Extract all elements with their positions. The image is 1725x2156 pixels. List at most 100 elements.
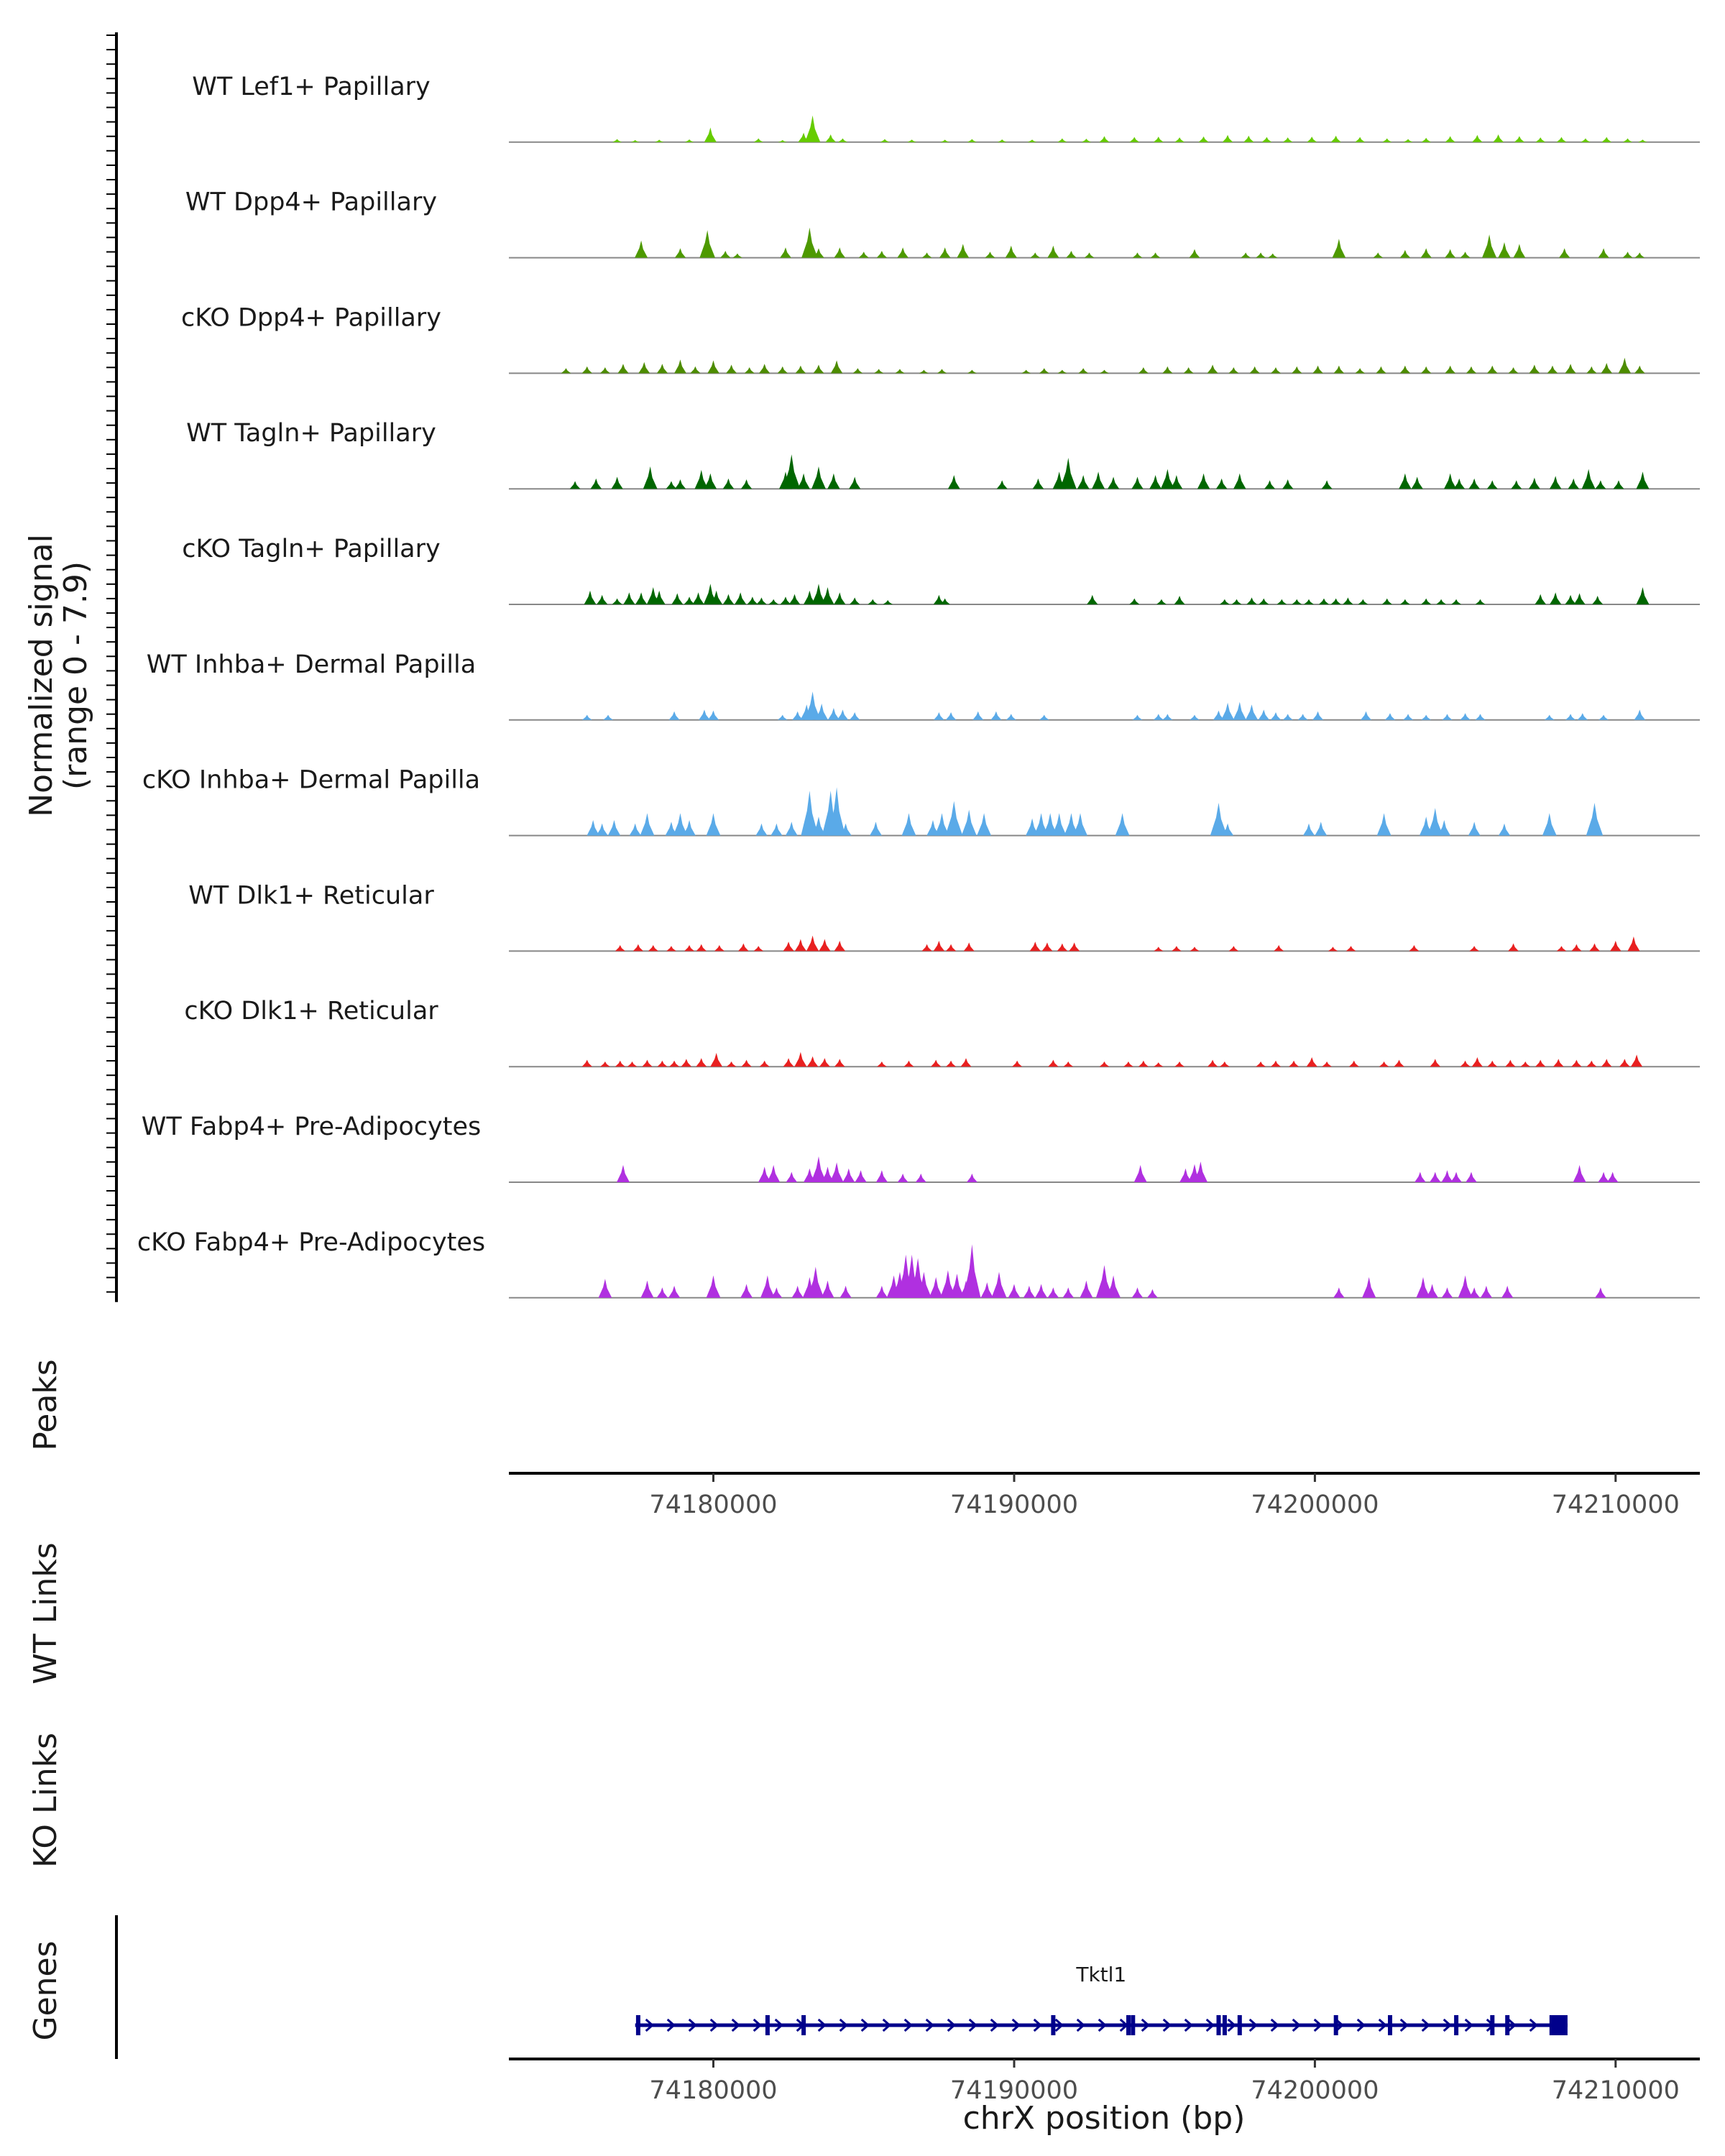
track: WT Dlk1+ Reticular	[188, 881, 1700, 952]
signal-peak	[1441, 1170, 1453, 1182]
signal-peak	[821, 1280, 834, 1298]
signal-peak	[615, 1060, 625, 1067]
signal-peak	[783, 941, 794, 952]
signal-peak	[1129, 598, 1140, 604]
signal-peak	[581, 366, 592, 374]
signal-peak	[1008, 1284, 1021, 1298]
signal-peak	[584, 590, 597, 604]
signal-peak	[1131, 476, 1144, 489]
signal-peak	[1021, 369, 1031, 374]
signal-peak	[960, 1058, 972, 1067]
signal-peak	[1498, 823, 1511, 836]
signal-peak	[1302, 823, 1315, 836]
signal-peak	[581, 714, 592, 720]
signal-peak	[1256, 252, 1266, 258]
signal-peak	[807, 1266, 824, 1298]
signal-peak	[1472, 134, 1483, 142]
signal-peak	[1150, 252, 1161, 258]
signal-peak	[966, 1174, 978, 1182]
signal-peak	[1577, 713, 1588, 720]
signal-peak	[1571, 944, 1582, 952]
track: WT Inhba+ Dermal Papilla	[147, 650, 1700, 721]
signal-peak	[640, 813, 655, 836]
signal-peak	[933, 594, 944, 604]
signal-peak	[1460, 1060, 1471, 1067]
signal-peak	[1468, 478, 1480, 489]
signal-peak	[868, 599, 878, 604]
strand-arrow	[645, 2018, 654, 2032]
strand-arrow	[709, 2018, 719, 2032]
signal-peak	[1032, 478, 1044, 489]
signal-peak	[1573, 593, 1586, 604]
signal-peak	[1421, 598, 1432, 604]
signal-peak	[840, 1286, 852, 1298]
gene-exon	[635, 2015, 640, 2035]
gene-terminal-exon	[1549, 2015, 1568, 2035]
signal-peak	[1047, 245, 1059, 258]
signal-peak	[1077, 475, 1090, 489]
signal-peak	[1460, 252, 1471, 258]
signal-peak	[1162, 714, 1173, 720]
signal-peak	[1332, 239, 1346, 258]
signal-peak	[1189, 249, 1200, 258]
gene-exon	[1222, 2015, 1227, 2035]
signal-peak	[1222, 823, 1234, 836]
signal-peak	[1304, 599, 1314, 604]
signal-peak	[1471, 1057, 1483, 1067]
signal-peak	[1160, 469, 1174, 489]
signal-peak	[875, 1170, 888, 1182]
signal-peak	[1468, 821, 1481, 836]
signal-peak	[1231, 599, 1242, 604]
signal-peak	[740, 1284, 753, 1298]
x-tick-label: 74200000	[1251, 2076, 1379, 2105]
signal-peak	[1041, 942, 1053, 952]
gene-exon	[1216, 2015, 1221, 2035]
signal-peak	[1430, 1059, 1441, 1067]
signal-peak	[876, 251, 888, 258]
signal-peak	[1553, 1059, 1564, 1067]
signal-peak	[747, 596, 758, 604]
signal-peak	[1330, 135, 1341, 142]
strand-arrow	[774, 2018, 783, 2032]
track: WT Dpp4+ Papillary	[185, 188, 1700, 259]
signal-peak	[1052, 813, 1067, 836]
signal-peak	[850, 597, 860, 604]
signal-peak	[1131, 1287, 1144, 1298]
strand-arrow	[1292, 2018, 1301, 2032]
signal-peak	[612, 139, 622, 142]
signal-peak	[1343, 597, 1353, 604]
wt-links-panel-label: WT Links	[27, 1542, 64, 1684]
signal-peak	[1215, 478, 1228, 489]
signal-peak	[1146, 1289, 1158, 1298]
signal-axis	[106, 32, 118, 1302]
signal-peak	[849, 476, 861, 489]
signal-peak	[617, 364, 629, 374]
signal-peak	[1154, 1062, 1164, 1067]
strand-arrow	[1054, 2018, 1064, 2032]
signal-peak	[1099, 369, 1110, 374]
signal-peak	[1458, 1275, 1473, 1298]
signal-peak	[821, 587, 834, 604]
signal-peak	[1376, 813, 1392, 836]
signal-peak	[1073, 813, 1087, 836]
signal-peak	[1556, 946, 1567, 952]
signal-peak	[1312, 365, 1323, 374]
signal-peak	[681, 1059, 692, 1067]
track-label: WT Lef1+ Papillary	[192, 73, 431, 101]
signal-peak	[1221, 702, 1235, 720]
strand-arrow	[1011, 2018, 1021, 2032]
signal-peak	[1170, 475, 1183, 489]
signal-peak	[1245, 704, 1259, 720]
genes-panel-label: Genes	[27, 1940, 64, 2040]
x-tick-label: 74180000	[649, 1491, 777, 1519]
signal-peak	[597, 594, 608, 604]
signal-peak	[684, 596, 695, 604]
gene-exon	[1490, 2015, 1495, 2035]
signal-peak	[1486, 480, 1498, 489]
signal-axis-label: Normalized signal	[23, 534, 60, 817]
gene-name-label: Tktl1	[1075, 1963, 1126, 1986]
signal-peak	[635, 592, 648, 604]
signal-peak	[1197, 473, 1210, 489]
track-label: WT Dpp4+ Papillary	[185, 188, 437, 217]
signal-peak	[1399, 365, 1411, 374]
